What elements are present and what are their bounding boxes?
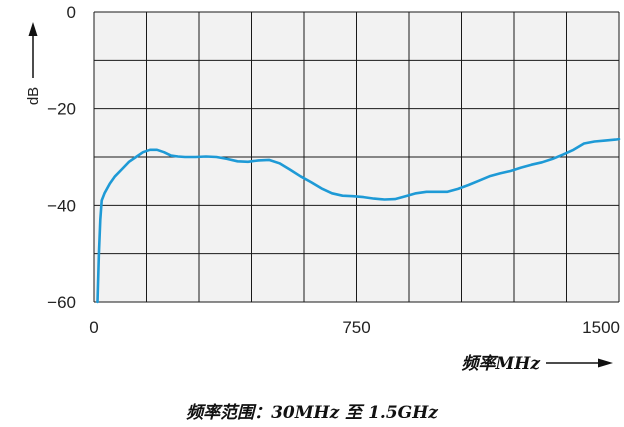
y-axis-label: dB (25, 87, 42, 105)
x-tick-label: 750 (342, 318, 370, 337)
y-tick-label: −40 (47, 196, 76, 215)
x-tick-labels: 0 750 1500 (89, 318, 620, 337)
grid (93, 11, 620, 303)
y-tick-labels: 0 −20 −40 −60 (47, 3, 76, 312)
y-tick-label: −60 (47, 293, 76, 312)
series-line (96, 137, 621, 304)
x-axis-label: 频率MHz (461, 354, 540, 374)
x-axis-arrow-head (598, 358, 613, 368)
y-tick-label: −20 (47, 100, 76, 119)
y-tick-label: 0 (67, 3, 76, 22)
chart-caption: 频率范围：30MHz 至 1.5GHz (186, 403, 438, 423)
y-axis-arrow-head (28, 22, 38, 36)
x-tick-label: 1500 (582, 318, 620, 337)
x-tick-label: 0 (89, 318, 98, 337)
